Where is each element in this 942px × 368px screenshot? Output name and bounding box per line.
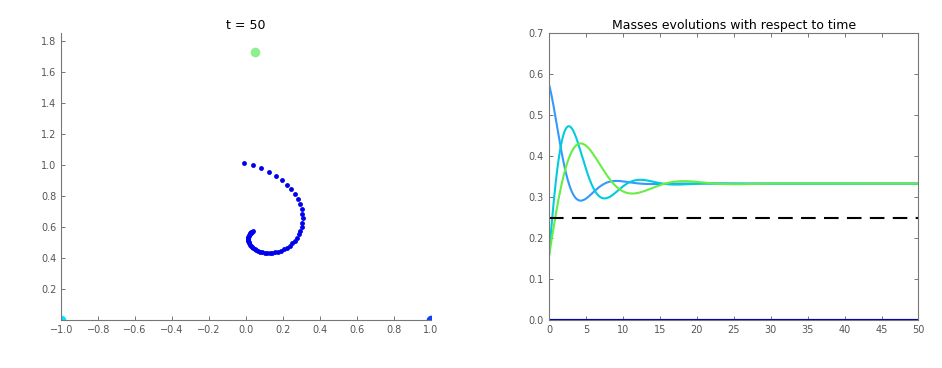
Title: Masses evolutions with respect to time: Masses evolutions with respect to time xyxy=(611,19,855,32)
Title: t = 50: t = 50 xyxy=(226,19,266,32)
